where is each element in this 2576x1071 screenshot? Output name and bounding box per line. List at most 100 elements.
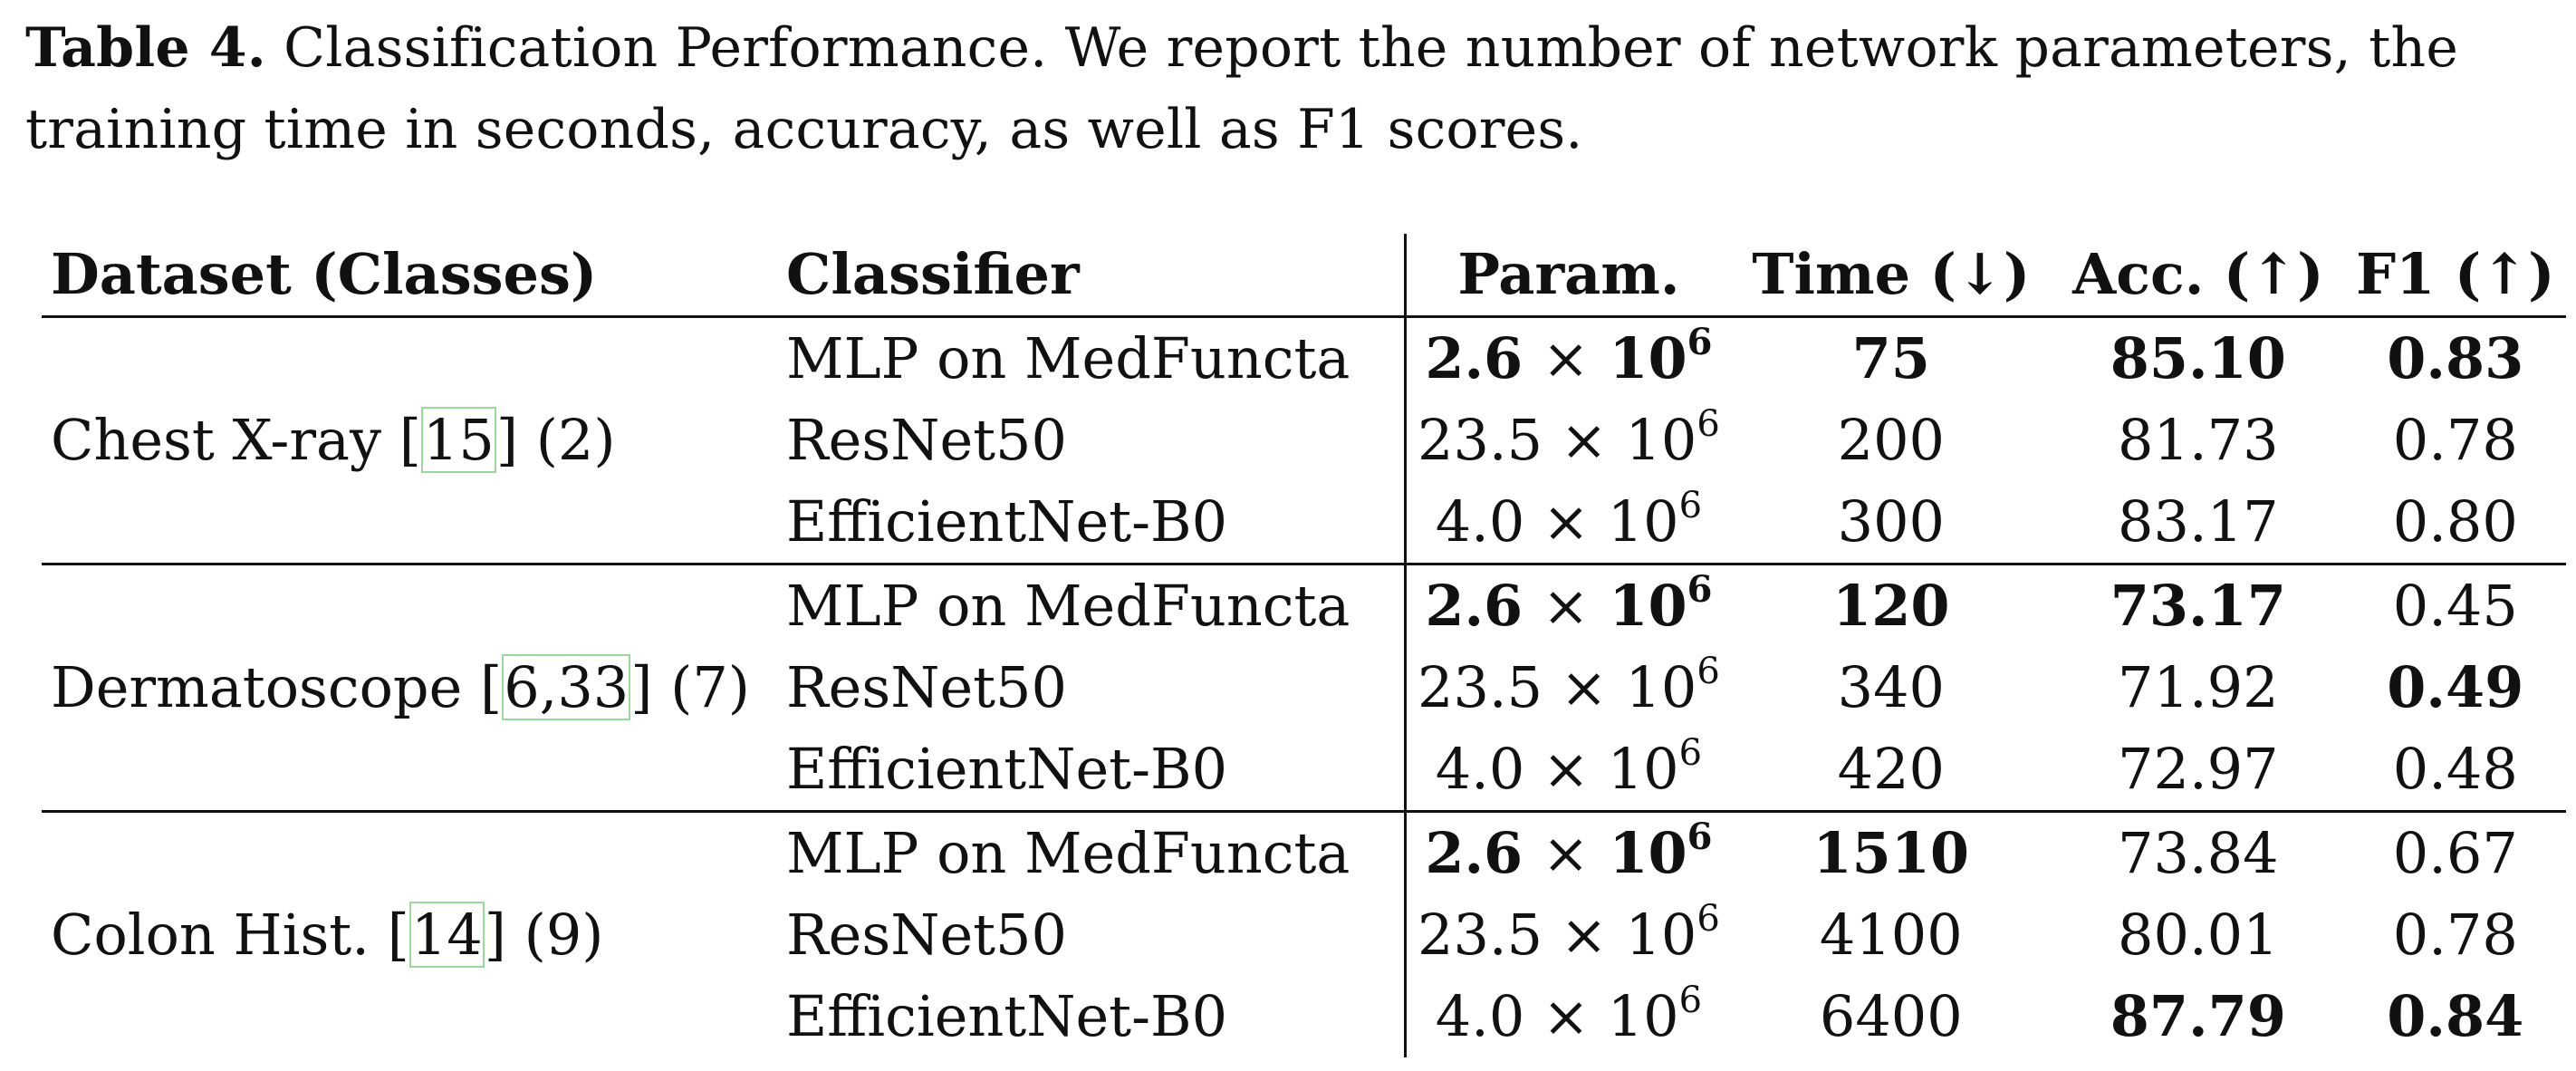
power-base: 10 xyxy=(1609,573,1687,639)
acc-cell: 71.92 xyxy=(2118,654,2279,720)
param-exponent: 6 xyxy=(1678,485,1703,526)
f1-cell: 0.80 xyxy=(2392,488,2518,555)
table-row: ResNet50 23.5 × 106 4100 80.01 0.78 xyxy=(42,894,2566,976)
acc-cell: 87.79 xyxy=(2110,983,2286,1049)
param-exponent: 6 xyxy=(1687,321,1713,363)
acc-cell: 85.10 xyxy=(2110,325,2286,391)
dataset-name: Chest X-ray xyxy=(51,407,399,473)
caption-text: Classification Performance. We report th… xyxy=(25,16,2459,161)
acc-cell: 81.73 xyxy=(2118,407,2279,473)
param-cell: 4.0 × 106 xyxy=(1403,976,1731,1057)
times-sign: × xyxy=(1543,983,1590,1049)
citation-link[interactable]: 6,33 xyxy=(502,654,631,720)
param-mantissa: 23.5 xyxy=(1418,654,1543,720)
table-row: EfficientNet-B0 4.0 × 106 300 83.17 0.80 xyxy=(42,481,2566,564)
classification-table: Dataset (Classes) Classifier Param. Time… xyxy=(42,234,2566,1057)
dataset-name: Colon Hist. xyxy=(51,902,388,968)
param-exponent: 6 xyxy=(1687,815,1713,858)
f1-cell: 0.83 xyxy=(2387,325,2524,391)
param-mantissa: 4.0 xyxy=(1435,736,1525,802)
times-sign: × xyxy=(1560,654,1608,720)
time-cell: 340 xyxy=(1837,654,1945,720)
header-acc: Acc. (↑) xyxy=(2072,241,2324,307)
param-mantissa: 23.5 xyxy=(1418,407,1543,473)
classifier-cell: ResNet50 xyxy=(786,902,1067,968)
param-exponent: 6 xyxy=(1687,568,1713,611)
group-chest-xray: Chest X-ray [15] (2) MLP on MedFuncta 2.… xyxy=(42,316,2566,564)
time-cell: 420 xyxy=(1837,736,1945,802)
dataset-classes: (7) xyxy=(652,654,750,720)
header-row: Dataset (Classes) Classifier Param. Time… xyxy=(42,234,2566,317)
acc-cell: 72.97 xyxy=(2118,736,2279,802)
power-base: 10 xyxy=(1609,325,1687,391)
dataset-classes: (9) xyxy=(505,902,604,968)
param-mantissa: 23.5 xyxy=(1418,902,1543,968)
param-cell: 2.6 × 106 xyxy=(1403,563,1731,647)
f1-cell: 0.49 xyxy=(2387,654,2524,720)
f1-cell: 0.84 xyxy=(2387,983,2524,1049)
times-sign: × xyxy=(1542,573,1590,639)
param-cell: 23.5 × 106 xyxy=(1403,894,1731,976)
table-row: ResNet50 23.5 × 106 200 81.73 0.78 xyxy=(42,400,2566,481)
param-cell: 2.6 × 106 xyxy=(1403,316,1731,400)
table-row: EfficientNet-B0 4.0 × 106 420 72.97 0.48 xyxy=(42,728,2566,812)
classifier-cell: EfficientNet-B0 xyxy=(786,736,1228,802)
param-exponent: 6 xyxy=(1697,898,1720,940)
f1-cell: 0.45 xyxy=(2344,563,2566,647)
power-base: 10 xyxy=(1625,654,1697,720)
table-row: Chest X-ray [15] (2) MLP on MedFuncta 2.… xyxy=(42,316,2566,473)
power-base: 10 xyxy=(1609,820,1687,886)
power-base: 10 xyxy=(1607,983,1679,1049)
time-cell: 200 xyxy=(1837,407,1945,473)
classifier-cell: ResNet50 xyxy=(786,654,1067,720)
times-sign: × xyxy=(1543,736,1590,802)
param-mantissa: 2.6 xyxy=(1425,573,1523,639)
dataset-classes: (2) xyxy=(518,407,616,473)
param-cell: 23.5 × 106 xyxy=(1403,647,1731,728)
table-row: EfficientNet-B0 4.0 × 106 6400 87.79 0.8… xyxy=(42,976,2566,1057)
f1-cell: 0.67 xyxy=(2344,810,2566,894)
group-dermatoscope: Dermatoscope [6,33] (7) MLP on MedFuncta… xyxy=(42,563,2566,812)
f1-cell: 0.78 xyxy=(2392,407,2518,473)
param-cell: 2.6 × 106 xyxy=(1403,810,1731,894)
caption-label: Table 4. xyxy=(25,16,266,80)
param-mantissa: 4.0 xyxy=(1435,488,1525,555)
times-sign: × xyxy=(1542,325,1590,391)
header-time: Time (↓) xyxy=(1752,241,2031,307)
acc-cell: 73.17 xyxy=(2051,563,2345,647)
header-dataset: Dataset (Classes) xyxy=(51,241,598,307)
table-row: ResNet50 23.5 × 106 340 71.92 0.49 xyxy=(42,647,2566,728)
dataset-cell: Chest X-ray [15] (2) xyxy=(51,407,616,473)
header-classifier: Classifier xyxy=(786,241,1080,307)
power-base: 10 xyxy=(1607,488,1679,555)
dataset-cell: Colon Hist. [14] (9) xyxy=(42,810,777,1057)
citation-link[interactable]: 15 xyxy=(420,407,496,473)
param-mantissa: 2.6 xyxy=(1425,325,1523,391)
group-colon-hist: Colon Hist. [14] (9) MLP on MedFuncta 2.… xyxy=(42,810,2566,1057)
times-sign: × xyxy=(1543,488,1590,555)
acc-cell: 73.84 xyxy=(2051,810,2345,894)
param-exponent: 6 xyxy=(1697,403,1720,445)
time-cell: 300 xyxy=(1837,488,1945,555)
power-base: 10 xyxy=(1607,736,1679,802)
header-param: Param. xyxy=(1403,234,1731,317)
param-cell: 4.0 × 106 xyxy=(1403,481,1731,564)
param-mantissa: 2.6 xyxy=(1425,820,1523,886)
header-f1: F1 (↑) xyxy=(2356,241,2555,307)
power-base: 10 xyxy=(1625,407,1697,473)
time-cell: 4100 xyxy=(1819,902,1963,968)
dataset-cell: Dermatoscope [6,33] (7) xyxy=(42,563,777,812)
classifier-cell: MLP on MedFuncta xyxy=(786,325,1350,391)
table-caption: Table 4. Classification Performance. We … xyxy=(25,7,2562,170)
param-cell: 23.5 × 106 xyxy=(1403,400,1731,481)
acc-cell: 83.17 xyxy=(2118,488,2279,555)
citation-link[interactable]: 14 xyxy=(409,902,485,968)
param-exponent: 6 xyxy=(1678,979,1703,1021)
time-cell: 6400 xyxy=(1819,983,1963,1049)
time-cell: 120 xyxy=(1730,563,2052,647)
times-sign: × xyxy=(1542,820,1590,886)
classifier-cell: MLP on MedFuncta xyxy=(777,810,1406,894)
classifier-cell: EfficientNet-B0 xyxy=(786,983,1228,1049)
param-cell: 4.0 × 106 xyxy=(1403,728,1731,812)
f1-cell: 0.48 xyxy=(2392,736,2518,802)
